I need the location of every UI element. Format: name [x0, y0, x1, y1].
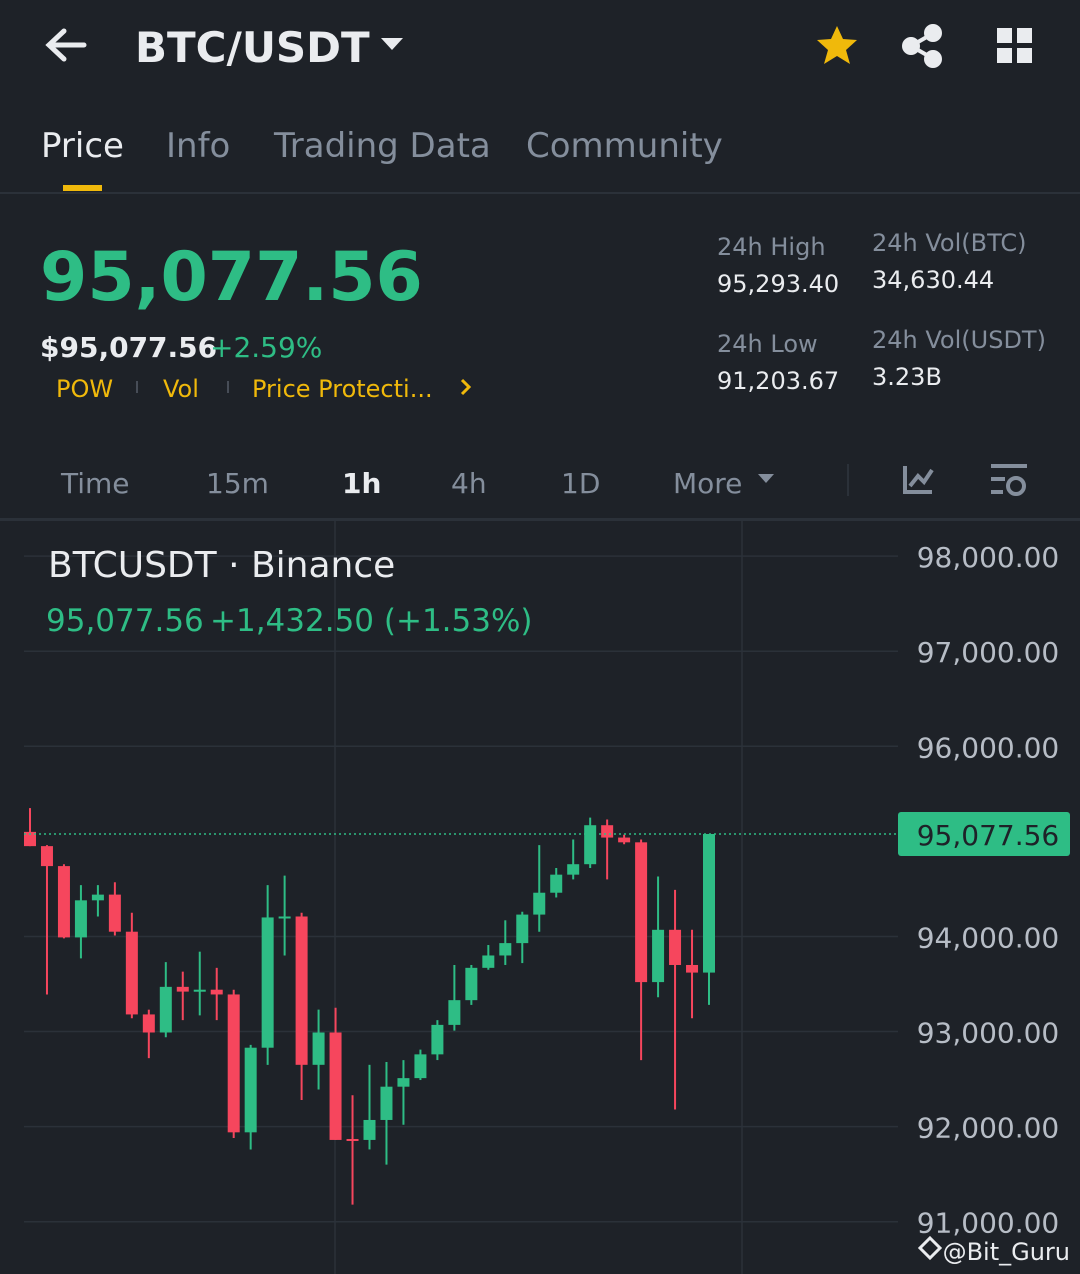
- interval[interactable]: 4h: [451, 467, 487, 500]
- tab[interactable]: Community: [526, 126, 723, 166]
- candle-body: [414, 1054, 427, 1079]
- candle-body: [431, 1024, 444, 1055]
- candle-body: [261, 917, 274, 1048]
- candle-body: [74, 900, 87, 938]
- y-tick-label: 91,000.00: [917, 1207, 1060, 1240]
- candle-body: [584, 825, 597, 865]
- tag-divider: [136, 381, 138, 393]
- y-tick-label: 97,000.00: [917, 636, 1060, 669]
- tag-chevron[interactable]: [460, 378, 472, 396]
- tab[interactable]: Trading Data: [273, 126, 491, 166]
- y-tick-label: 98,000.00: [917, 541, 1060, 574]
- candle-body: [346, 1138, 359, 1141]
- candle-body: [329, 1032, 342, 1140]
- interval[interactable]: Time: [60, 467, 130, 500]
- candle-body: [142, 1014, 155, 1033]
- stat-value: 95,293.40: [717, 270, 839, 298]
- candle-body: [227, 994, 240, 1133]
- candle-body: [635, 842, 648, 983]
- candle-body: [193, 989, 206, 992]
- candle-body: [703, 834, 715, 973]
- tag-divider: [227, 381, 229, 393]
- candle-body: [567, 864, 580, 875]
- stat-label: 24h High: [717, 233, 826, 261]
- y-tick-label: 93,000.00: [917, 1017, 1060, 1050]
- stat-value: 91,203.67: [717, 367, 839, 395]
- candle-body: [618, 837, 631, 843]
- interval[interactable]: 1D: [561, 467, 600, 500]
- interval[interactable]: More: [673, 467, 742, 500]
- candle-body: [652, 929, 665, 983]
- indicator-icon[interactable]: [903, 466, 934, 494]
- interval[interactable]: 15m: [206, 467, 269, 500]
- chart-change: +1,432.50 (+1.53%): [210, 603, 533, 639]
- favorite-star[interactable]: [817, 26, 857, 64]
- stat-value: 34,630.44: [872, 266, 994, 294]
- candle-body: [363, 1119, 376, 1140]
- divider: [0, 192, 1080, 194]
- watermark: @Bit_Guru: [943, 1238, 1070, 1266]
- pair-dropdown[interactable]: [381, 38, 403, 50]
- divider: [0, 518, 1080, 521]
- stat-label: 24h Vol(USDT): [872, 326, 1046, 354]
- candle-body: [108, 894, 121, 932]
- pair-title[interactable]: BTC/USDT: [135, 23, 370, 72]
- menu-grid[interactable]: [997, 28, 1032, 63]
- candle-body: [244, 1047, 257, 1133]
- candle-body: [40, 846, 53, 867]
- tab[interactable]: Info: [166, 126, 230, 166]
- candle-body: [278, 916, 291, 919]
- candle-body: [533, 892, 546, 915]
- back-button[interactable]: [45, 28, 87, 62]
- chart-summary: 95,077.56: [46, 603, 204, 639]
- watermark-logo: [917, 1235, 943, 1261]
- candle-body: [176, 986, 189, 992]
- candle-body: [397, 1078, 410, 1087]
- interval[interactable]: 1h: [342, 467, 381, 500]
- stat-value: 3.23B: [872, 363, 942, 391]
- candle-body: [57, 866, 70, 938]
- candle-chart: 98,000.00 97,000.00 96,000.00 94,000.00 93,0…: [24, 541, 1070, 1240]
- tag[interactable]: Price Protecti...: [252, 375, 433, 403]
- candle-body: [482, 955, 495, 968]
- candle-body: [91, 894, 104, 901]
- candle-body: [312, 1032, 325, 1065]
- settings-icon[interactable]: [991, 464, 1027, 496]
- candle-body: [380, 1086, 393, 1120]
- tab[interactable]: Price: [41, 126, 124, 166]
- candle-body: [295, 916, 308, 1065]
- candle-body: [550, 874, 563, 893]
- y-tick-label: 92,000.00: [917, 1112, 1060, 1145]
- candle-body: [24, 831, 36, 847]
- usd-price: $95,077.56: [40, 331, 217, 364]
- candle-body: [210, 989, 223, 995]
- divider: [847, 464, 849, 496]
- candle-body: [499, 943, 512, 956]
- stat-label: 24h Vol(BTC): [872, 229, 1027, 257]
- candle-body: [601, 825, 614, 838]
- chart-title: BTCUSDT · Binance: [48, 545, 395, 586]
- candle-body: [448, 1000, 461, 1025]
- last-price-box: [898, 812, 1070, 857]
- candle-body: [159, 986, 172, 1033]
- candle-body: [125, 931, 138, 1015]
- tab-indicator: [63, 185, 102, 191]
- y-tick-label: 94,000.00: [917, 921, 1060, 954]
- candle-body: [516, 914, 529, 944]
- candle-body: [465, 967, 478, 1001]
- tag[interactable]: Vol: [163, 375, 199, 403]
- last-price-label: 95,077.56: [917, 819, 1060, 852]
- more-dropdown[interactable]: [758, 474, 774, 483]
- share-button[interactable]: [902, 24, 942, 68]
- tag[interactable]: POW: [56, 375, 113, 403]
- candle-body: [669, 929, 682, 965]
- stat-label: 24h Low: [717, 330, 818, 358]
- last-price: 95,077.56: [40, 238, 423, 317]
- y-tick-label: 96,000.00: [917, 731, 1060, 764]
- candle-body: [686, 964, 699, 973]
- price-change: +2.59%: [210, 331, 322, 364]
